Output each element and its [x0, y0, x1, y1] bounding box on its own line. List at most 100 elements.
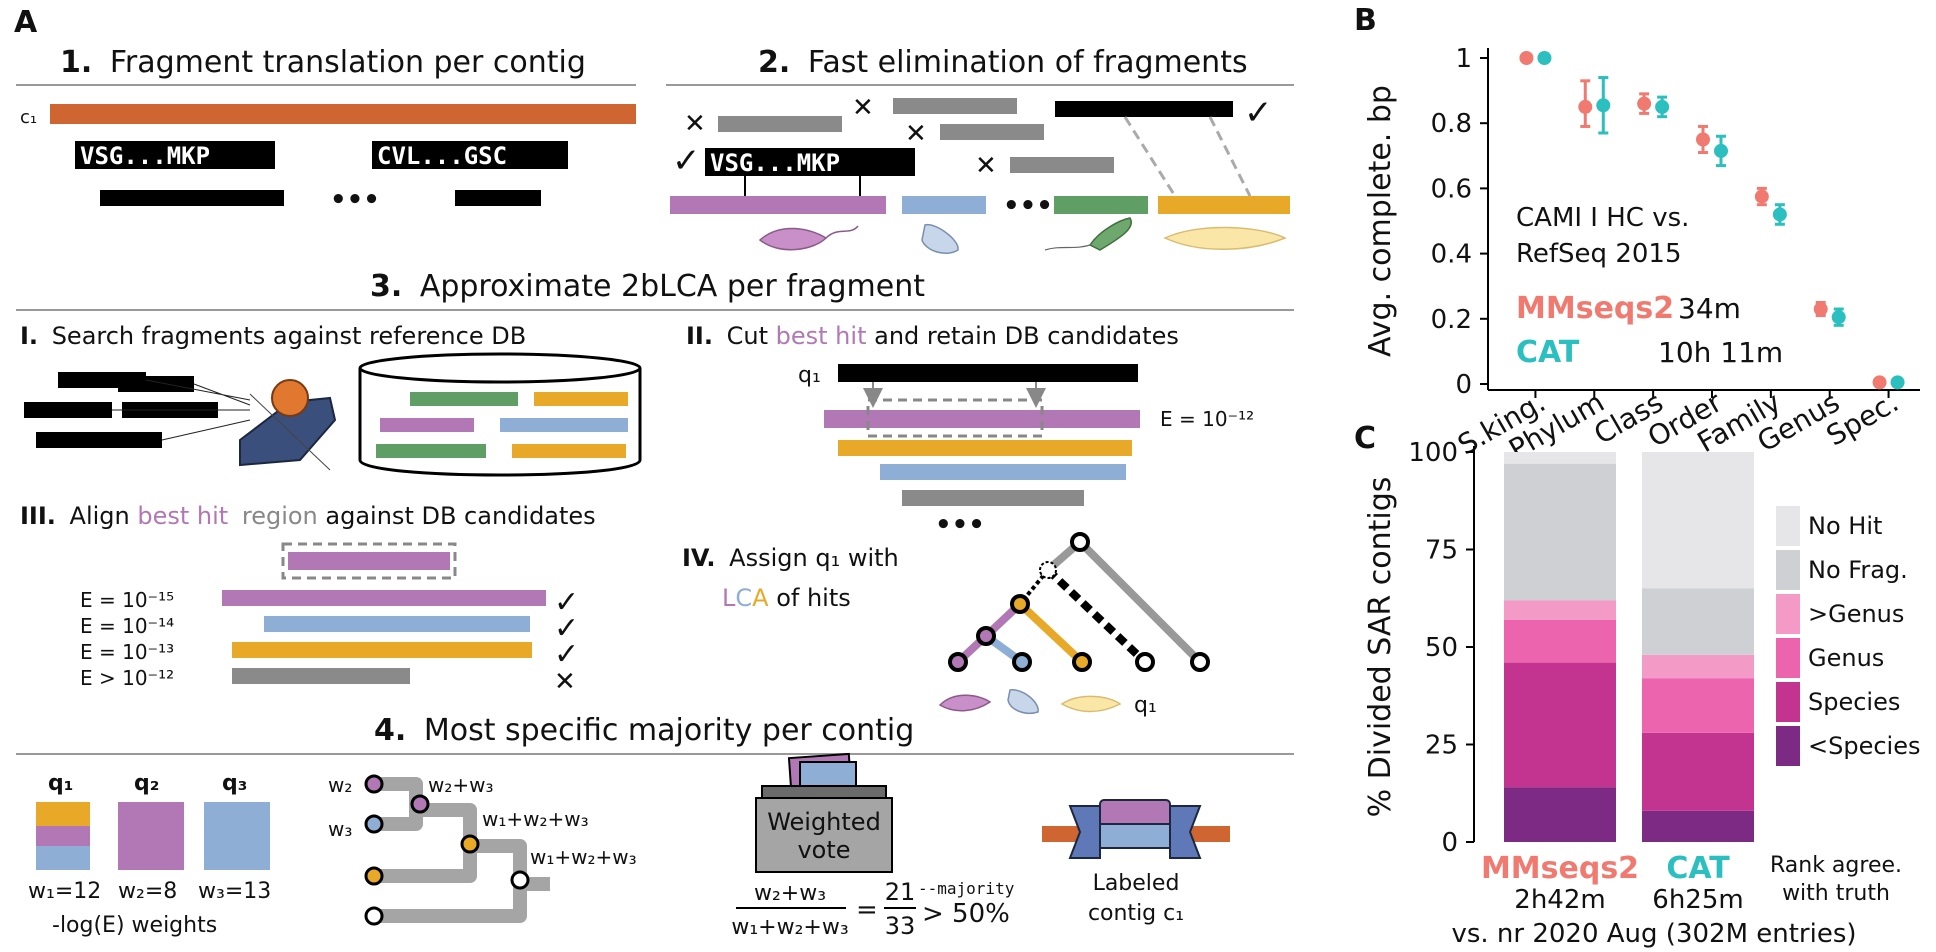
tree-node: [948, 652, 968, 672]
footer-text: vs. nr 2020 Aug (302M entries): [1451, 919, 1856, 949]
data-point: [1578, 99, 1593, 114]
candidate-bar-orange: [838, 440, 1132, 456]
query-label: q₁: [1134, 693, 1157, 718]
legend-swatch: [1776, 682, 1800, 722]
fragment-bar-grey: [940, 124, 1044, 140]
panel-b-letter: B: [1354, 3, 1377, 38]
alignment-bar: [232, 668, 410, 684]
organism-yellow-icon: [1163, 226, 1287, 250]
db-entry-orange: [512, 444, 626, 458]
label-tag: [1099, 823, 1171, 849]
x-category-time: 2h42m: [1514, 885, 1605, 915]
sub4-number: IV.: [682, 544, 716, 572]
legend-series-name: CAT: [1516, 335, 1580, 370]
candidate-bar-blue: [880, 464, 1126, 480]
stacked-bar-segment: [1504, 452, 1616, 464]
sub3-number: III.: [20, 502, 56, 530]
organism-blue-icon: [921, 224, 959, 254]
y-tick-label: 0: [1441, 828, 1458, 858]
lca-letter-l: L: [722, 584, 736, 612]
ellipsis: •••: [1003, 191, 1053, 221]
legend-swatch: [1776, 506, 1800, 546]
majority-fraction: w₂+w₃ w₁+w₂+w₃ = 21 33 > 50% --majority: [731, 878, 1014, 940]
fraction-denominator: w₁+w₂+w₃: [731, 915, 848, 940]
weights-caption: -log(E) weights: [52, 913, 217, 938]
reference-bar-blue: [902, 196, 986, 214]
stacked-bar-segment: [1642, 732, 1754, 811]
legend-series-time: 34m: [1678, 292, 1741, 325]
sub2-highlight: best hit: [776, 322, 867, 350]
flagellum: [825, 225, 859, 239]
organism-purple-icon: [938, 694, 992, 712]
x-category-time: 6h25m: [1652, 885, 1743, 915]
legend-series-time: 10h 11m: [1658, 336, 1783, 369]
legend-swatch: [1776, 594, 1800, 634]
tree-node: [1039, 561, 1057, 579]
data-point: [1714, 143, 1728, 158]
weight-block-purple: [118, 802, 184, 870]
svg-text:1. Fragment translation: 1. Fragment translation per contig: [60, 45, 586, 80]
x-category-label: CAT: [1666, 851, 1730, 886]
labeled-line1: Labeled: [1093, 871, 1180, 896]
data-point: [1890, 375, 1905, 390]
translation-seq-kept: VSG...MKP: [710, 149, 840, 177]
legend-label: >Genus: [1808, 600, 1904, 628]
tree-node: [364, 906, 384, 926]
alignment-evalue: E = 10⁻¹⁵: [80, 588, 174, 612]
y-tick-label: 100: [1408, 438, 1458, 468]
legend-label: No Frag.: [1808, 556, 1908, 584]
fragment-bar: [24, 402, 112, 418]
connector-dashed: [1208, 116, 1252, 197]
stacked-bar-segment: [1504, 600, 1616, 620]
data-point: [1872, 375, 1887, 390]
cross-icon: ✕: [852, 93, 874, 123]
legend-label: No Hit: [1808, 512, 1882, 540]
step2-number: 2.: [758, 45, 790, 80]
sub2-number: II.: [686, 322, 713, 350]
annotation-line1: CAMI I HC vs.: [1516, 203, 1689, 233]
best-hit-bar: [824, 410, 1140, 428]
panel-c-letter: C: [1354, 421, 1376, 456]
flagellum: [1044, 244, 1091, 251]
weight-block-blue: [36, 846, 90, 870]
tree-node: [976, 626, 996, 646]
translation-box-1: [75, 141, 275, 169]
step2-title: Fast elimination of fragments: [808, 45, 1248, 80]
organism-blue-icon: [1007, 689, 1039, 714]
svg-text:4. Most specific majority: 4. Most specific majority per contig: [374, 713, 914, 748]
weight-label: w₁=12: [28, 879, 101, 904]
query-label: q₁: [48, 771, 73, 796]
data-point: [1655, 99, 1670, 114]
majority-note: --majority: [918, 879, 1015, 898]
data-point: [1754, 189, 1769, 204]
fragment-bar-kept: [1055, 101, 1233, 117]
y-axis-label: % Divided SAR contigs: [1363, 477, 1398, 818]
y-tick-label: 0.6: [1431, 174, 1472, 204]
y-tick-label: 0.2: [1431, 305, 1472, 335]
tree-weight-label: w₁+w₂+w₃: [530, 845, 637, 869]
fragment-bar-grey: [893, 98, 1017, 114]
data-point: [1537, 51, 1552, 65]
search-lines: [112, 379, 251, 441]
weight-label: w₃=13: [198, 879, 271, 904]
fragment-bar: [36, 432, 162, 448]
alignment-bar: [222, 590, 546, 606]
contig-label: c₁: [20, 107, 37, 128]
legend-swatch: [1776, 638, 1800, 678]
data-point: [1696, 132, 1710, 147]
tree-edge: [1077, 539, 1203, 665]
legend-series-name: MMseqs2: [1516, 291, 1674, 326]
legend-swatch: [1776, 726, 1800, 766]
data-point: [1813, 302, 1828, 317]
legend-title-line1: Rank agree.: [1770, 853, 1902, 878]
vote-label-line1: Weighted: [767, 808, 881, 836]
step1-heading: 1. Fragment translation per contig: [60, 45, 586, 80]
reference-bar-green: [1054, 196, 1148, 214]
query-label: q₃: [222, 771, 247, 796]
alignment-evalue: E > 10⁻¹²: [80, 666, 174, 690]
stacked-bar-segment: [1642, 588, 1754, 655]
tree-edges: [374, 777, 550, 923]
stacked-bar-segment: [1642, 452, 1754, 589]
translation-seq-1: VSG...MKP: [80, 142, 210, 170]
tree-weight-label: w₂: [328, 773, 352, 797]
